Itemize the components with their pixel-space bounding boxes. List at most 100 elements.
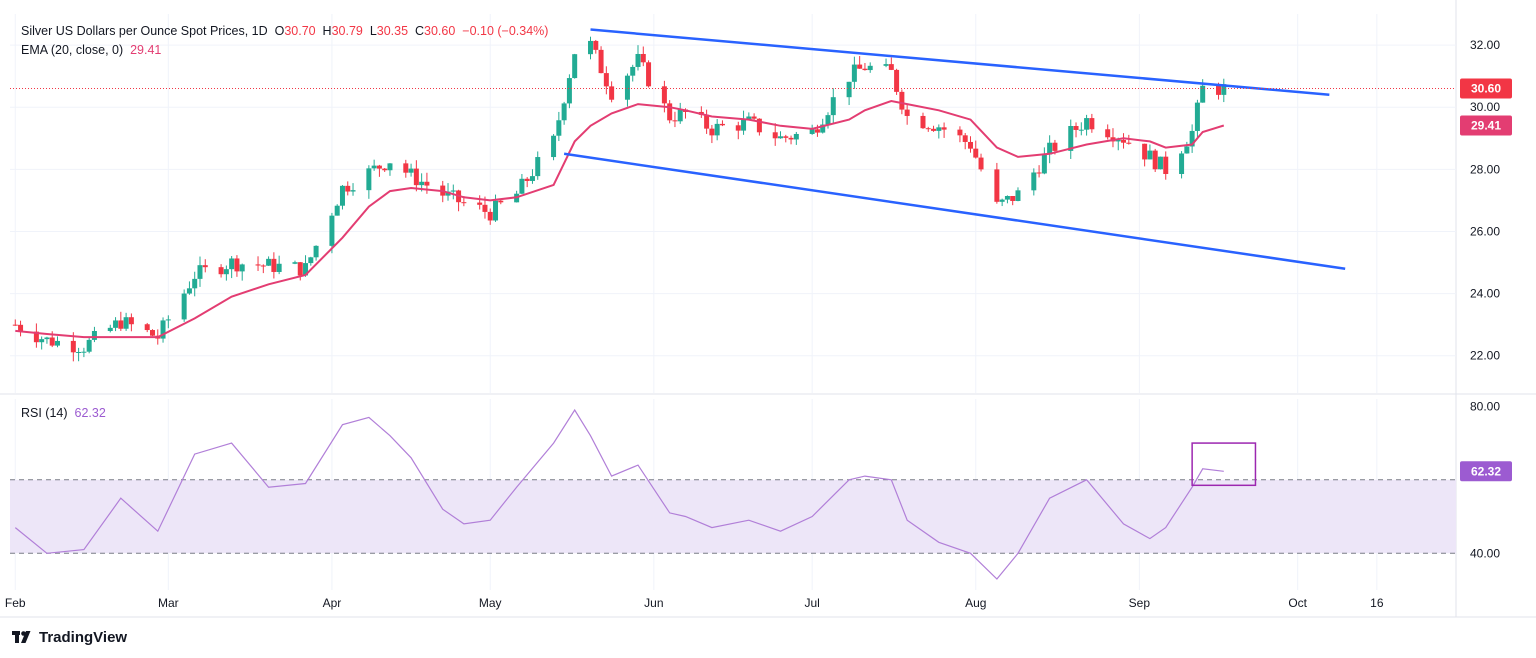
candle-body [76, 351, 82, 353]
last-price-tag-bg [1460, 78, 1512, 99]
rsi-tag: 62.32 [1471, 464, 1501, 478]
rsi-band [10, 479, 1456, 554]
candle-body [1157, 156, 1163, 170]
candle-body [313, 245, 319, 258]
candle-body [1194, 102, 1200, 131]
channel-upper-line [590, 28, 1330, 97]
candle-body [192, 278, 198, 289]
candle-body [482, 204, 488, 212]
ema-tag: 29.41 [1471, 119, 1501, 133]
high-label: H [322, 24, 332, 38]
candle-body [308, 257, 314, 264]
x-tick-label: Jun [644, 596, 663, 610]
candle-body [350, 190, 356, 192]
candle-body [661, 86, 667, 104]
candle-body [255, 264, 261, 266]
candle-body [967, 141, 973, 149]
rsi-legend: RSI (14) 62.32 [21, 406, 106, 420]
candle-body [424, 181, 430, 186]
candle-body [640, 53, 646, 63]
candle-body [234, 258, 240, 272]
candle-body [12, 324, 18, 326]
candle-body [271, 258, 277, 272]
candle-body [54, 340, 60, 346]
candle-body [846, 81, 852, 98]
candle-body [598, 49, 604, 74]
candle-body [603, 73, 609, 87]
candle-body [181, 293, 187, 320]
rsi-band-fill [10, 479, 1456, 554]
candle-body [366, 168, 372, 191]
candle-body [303, 263, 309, 276]
candle-body [793, 133, 799, 140]
candle-body [566, 78, 572, 104]
candle-body [202, 265, 208, 268]
candle-body [1147, 150, 1153, 160]
candle-body [593, 40, 599, 50]
candle-body [551, 135, 557, 158]
y-tick-label: 22.00 [1470, 349, 1500, 363]
candle-body [345, 185, 351, 192]
x-tick-label: Apr [323, 596, 342, 610]
candle-body [931, 128, 937, 131]
candle-body [292, 262, 298, 264]
candle-body [1084, 118, 1090, 130]
candle-body [529, 176, 535, 181]
candle-body [1189, 130, 1195, 147]
candle-body [339, 185, 345, 206]
candle-body [677, 109, 683, 122]
candle-body [1010, 196, 1016, 201]
rsi-line [14, 408, 1224, 580]
close-label: C [415, 24, 425, 38]
candle-body [413, 168, 419, 186]
candle-body [1179, 153, 1185, 174]
candle-body [408, 168, 414, 173]
x-tick-label: 16 [1370, 596, 1384, 610]
rsi-tag-bg [1460, 461, 1512, 482]
candle-body [920, 115, 926, 129]
candle-body [39, 339, 45, 343]
candle-body [609, 86, 615, 100]
candle-body [1221, 84, 1227, 95]
tradingview-logo[interactable]: TradingView [12, 629, 127, 646]
candle-body [118, 320, 124, 329]
candle-body [714, 123, 720, 136]
candle-body [70, 340, 76, 353]
rsi-highlight-box [1191, 442, 1257, 487]
y-tick-label: 28.00 [1470, 162, 1500, 176]
candle-body [788, 137, 794, 140]
candle-body [999, 199, 1005, 202]
candle-body [1163, 156, 1169, 174]
candle-body [925, 128, 931, 130]
high-value: 30.79 [331, 24, 363, 38]
ema-tag-bg [1460, 115, 1512, 136]
candle-body [719, 123, 725, 126]
candle-body [229, 258, 235, 270]
candle-body [519, 178, 525, 194]
last-price-tag: 30.60 [1471, 82, 1501, 96]
candle-body [899, 91, 905, 110]
candle-body [1184, 146, 1190, 154]
y-tick-label: 32.00 [1470, 38, 1500, 52]
candle-body [113, 320, 119, 328]
candle-body [751, 116, 757, 119]
open-label: O [274, 24, 285, 38]
candle-body [867, 65, 873, 71]
candle-body [1142, 143, 1148, 160]
candle-body [635, 53, 641, 67]
candle-body [1115, 139, 1121, 142]
candle-body [450, 190, 456, 192]
candle-body [1200, 85, 1206, 103]
candle-body [86, 339, 92, 352]
rsi-tick-label: 40.00 [1470, 546, 1500, 560]
x-tick-label: Oct [1288, 596, 1307, 610]
ema-value: 29.41 [130, 43, 162, 57]
ema-label: EMA (20, close, 0) [21, 43, 124, 57]
candle-body [149, 330, 155, 336]
candle-body [783, 136, 789, 138]
candle-body [419, 181, 425, 186]
y-tick-label: 26.00 [1470, 224, 1500, 238]
candle-body [1047, 142, 1053, 155]
candle-body [297, 262, 303, 276]
candle-body [1121, 139, 1127, 143]
